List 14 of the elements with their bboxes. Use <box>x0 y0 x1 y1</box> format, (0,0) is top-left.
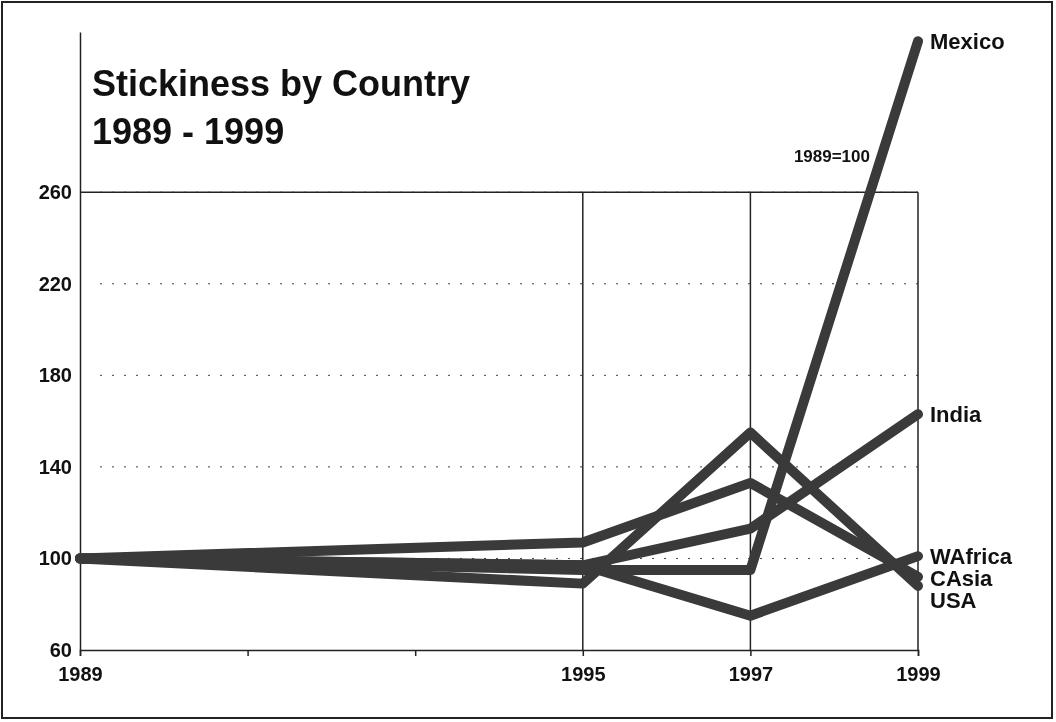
x-tick-label: 1995 <box>561 663 606 685</box>
series-label: Mexico <box>930 28 1005 54</box>
y-tick-label: 260 <box>38 181 72 204</box>
y-tick-label: 220 <box>38 272 72 295</box>
x-tick-label: 1989 <box>58 663 103 685</box>
y-tick-label: 180 <box>38 364 72 387</box>
y-tick-label: 140 <box>38 455 72 478</box>
x-tick-label: 1999 <box>896 663 941 685</box>
series-label: India <box>930 401 983 427</box>
x-tick-label: 1997 <box>728 663 774 685</box>
y-tick-label: 60 <box>49 638 72 661</box>
annotation: 1989=100 <box>793 147 870 166</box>
text: Stickiness by Country 1989 - 1999 <box>92 63 471 152</box>
y-tick-label: 100 <box>38 547 72 570</box>
